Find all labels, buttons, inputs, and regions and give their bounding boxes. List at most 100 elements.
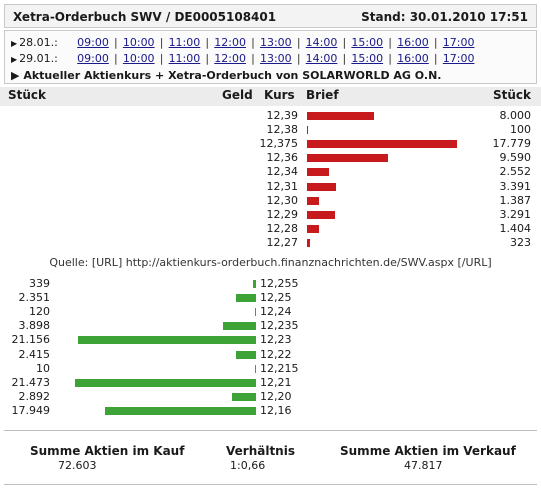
link-separator: | (251, 52, 255, 65)
time-link-1600[interactable]: 16:00 (397, 52, 429, 65)
link-separator: | (205, 36, 210, 49)
column-kurs: Kurs (264, 88, 295, 102)
time-link-1200[interactable]: 12:00 (214, 36, 246, 49)
ask-kurs: 12,36 (266, 151, 299, 165)
link-separator: | (433, 52, 438, 65)
ask-volume-bar (307, 168, 329, 177)
ask-kurs: 12,38 (266, 123, 299, 137)
time-link-1500[interactable]: 15:00 (351, 52, 384, 65)
bid-volume-bar (253, 280, 256, 288)
bid-kurs: 12,255 (260, 277, 299, 290)
nav-row-0: ▶ 28.01.: 09:00 | 10:00 | 11:00 | 12:00 | 13:00 | 14… (11, 36, 474, 50)
bid-stueck: 339 (29, 277, 50, 290)
bid-stueck: 21.473 (11, 375, 51, 389)
sum-kauf-label: Summe Aktien im Kauf (30, 444, 185, 458)
arrow-right-icon: ▶ (11, 55, 18, 64)
bid-volume-bar (75, 378, 256, 387)
ask-kurs: 12,29 (266, 207, 299, 221)
time-link-1400[interactable]: 14:00 (305, 52, 338, 65)
sum-verkauf-value: 47.817 (404, 459, 443, 472)
bid-volume-bar (105, 406, 256, 415)
time-link-0900[interactable]: 09:00 (77, 52, 109, 65)
link-separator: | (114, 36, 118, 49)
bid-stueck: 21.156 (11, 333, 51, 347)
bid-kurs: 12,16 (260, 403, 292, 417)
nav-row-1: ▶ 29.01.: 09:00 | 10:00 | 11:00 | 12:00 | 13:00 | 14… (11, 52, 474, 66)
ask-volume-bar (307, 210, 335, 219)
ask-kurs: 12,34 (266, 165, 299, 179)
sum-kauf-value: 72.603 (58, 459, 97, 472)
page-title: Xetra-Orderbuch SWV / DE0005108401 (13, 10, 277, 24)
arrow-right-icon: ▶ (11, 69, 20, 82)
time-link-1100[interactable]: 11:00 (168, 36, 201, 49)
nav-date-label: 28.01.: (19, 36, 58, 49)
stand-timestamp: Stand: 30.01.2010 17:51 (361, 10, 528, 24)
link-separator: | (159, 36, 164, 49)
ask-stueck: 2.552 (499, 165, 532, 179)
summary-top-divider (4, 430, 537, 431)
ask-stueck: 100 (510, 123, 531, 137)
time-link-1300[interactable]: 13:00 (259, 52, 292, 65)
link-separator: | (296, 36, 301, 49)
ask-stueck: 17.779 (492, 137, 532, 151)
time-link-1600[interactable]: 16:00 (397, 36, 429, 49)
ask-volume-bar (307, 112, 374, 120)
ask-kurs: 12,27 (266, 235, 299, 249)
ask-volume-bar (307, 140, 457, 149)
bid-kurs: 12,25 (260, 291, 292, 305)
ask-stueck: 323 (510, 235, 531, 249)
column-geld: Geld (222, 88, 253, 102)
ask-kurs: 12,39 (266, 109, 299, 122)
ask-kurs: 12,28 (266, 221, 299, 235)
verhaeltnis-label: Verhältnis (226, 444, 295, 458)
time-link-0900[interactable]: 09:00 (77, 36, 109, 49)
link-separator: | (205, 52, 210, 65)
bid-kurs: 12,235 (260, 319, 299, 333)
time-link-1500[interactable]: 15:00 (351, 36, 384, 49)
summary-bottom-divider (4, 484, 537, 485)
bid-volume-bar (255, 308, 256, 317)
orderbook-title-bar: Xetra-Orderbuch SWV / DE0005108401 Stand… (4, 4, 537, 28)
ask-volume-bar (307, 126, 308, 135)
ask-kurs: 12,30 (266, 193, 299, 207)
link-separator: | (159, 52, 164, 65)
link-separator: | (296, 52, 301, 65)
ask-stueck: 1.387 (499, 193, 532, 207)
link-separator: | (342, 52, 347, 65)
time-link-1300[interactable]: 13:00 (259, 36, 292, 49)
link-separator: | (251, 36, 255, 49)
ask-kurs: 12,31 (266, 179, 299, 193)
bid-kurs: 12,23 (260, 333, 292, 347)
time-link-1400[interactable]: 14:00 (305, 36, 338, 49)
ask-volume-bar (307, 154, 388, 163)
bid-kurs: 12,21 (260, 375, 292, 389)
column-brief: Brief (306, 88, 339, 102)
ask-stueck: 3.291 (499, 207, 532, 221)
bid-volume-bar (223, 322, 256, 331)
bid-stueck: 2.892 (18, 389, 51, 403)
link-separator: | (433, 36, 438, 49)
current-orderbook-title: Aktueller Aktienkurs + Xetra-Orderbuch v… (23, 69, 442, 82)
bid-kurs: 12,24 (260, 305, 292, 319)
bid-volume-bar (78, 336, 256, 345)
time-link-1000[interactable]: 10:00 (122, 36, 155, 49)
ask-kurs: 12,375 (259, 137, 299, 151)
bid-stueck: 120 (29, 305, 50, 319)
column-stueck-right: Stück (492, 88, 531, 102)
bid-kurs: 12,215 (260, 361, 299, 375)
nav-date-label: 29.01.: (19, 52, 58, 65)
link-separator: | (342, 36, 347, 49)
bid-stueck: 3.898 (18, 319, 51, 333)
time-link-1700[interactable]: 17:00 (442, 36, 475, 49)
bid-stueck: 2.415 (18, 347, 51, 361)
time-link-1000[interactable]: 10:00 (122, 52, 155, 65)
time-link-1700[interactable]: 17:00 (442, 52, 475, 65)
bid-stueck: 2.351 (18, 291, 51, 305)
source-note: Quelle: [URL] http://aktienkurs-orderbuc… (49, 256, 492, 269)
link-separator: | (114, 52, 118, 65)
bid-volume-bar (232, 392, 256, 401)
sum-verkauf-label: Summe Aktien im Verkauf (340, 444, 516, 458)
time-link-1200[interactable]: 12:00 (214, 52, 246, 65)
ask-stueck: 8.000 (499, 109, 532, 122)
time-link-1100[interactable]: 11:00 (168, 52, 201, 65)
